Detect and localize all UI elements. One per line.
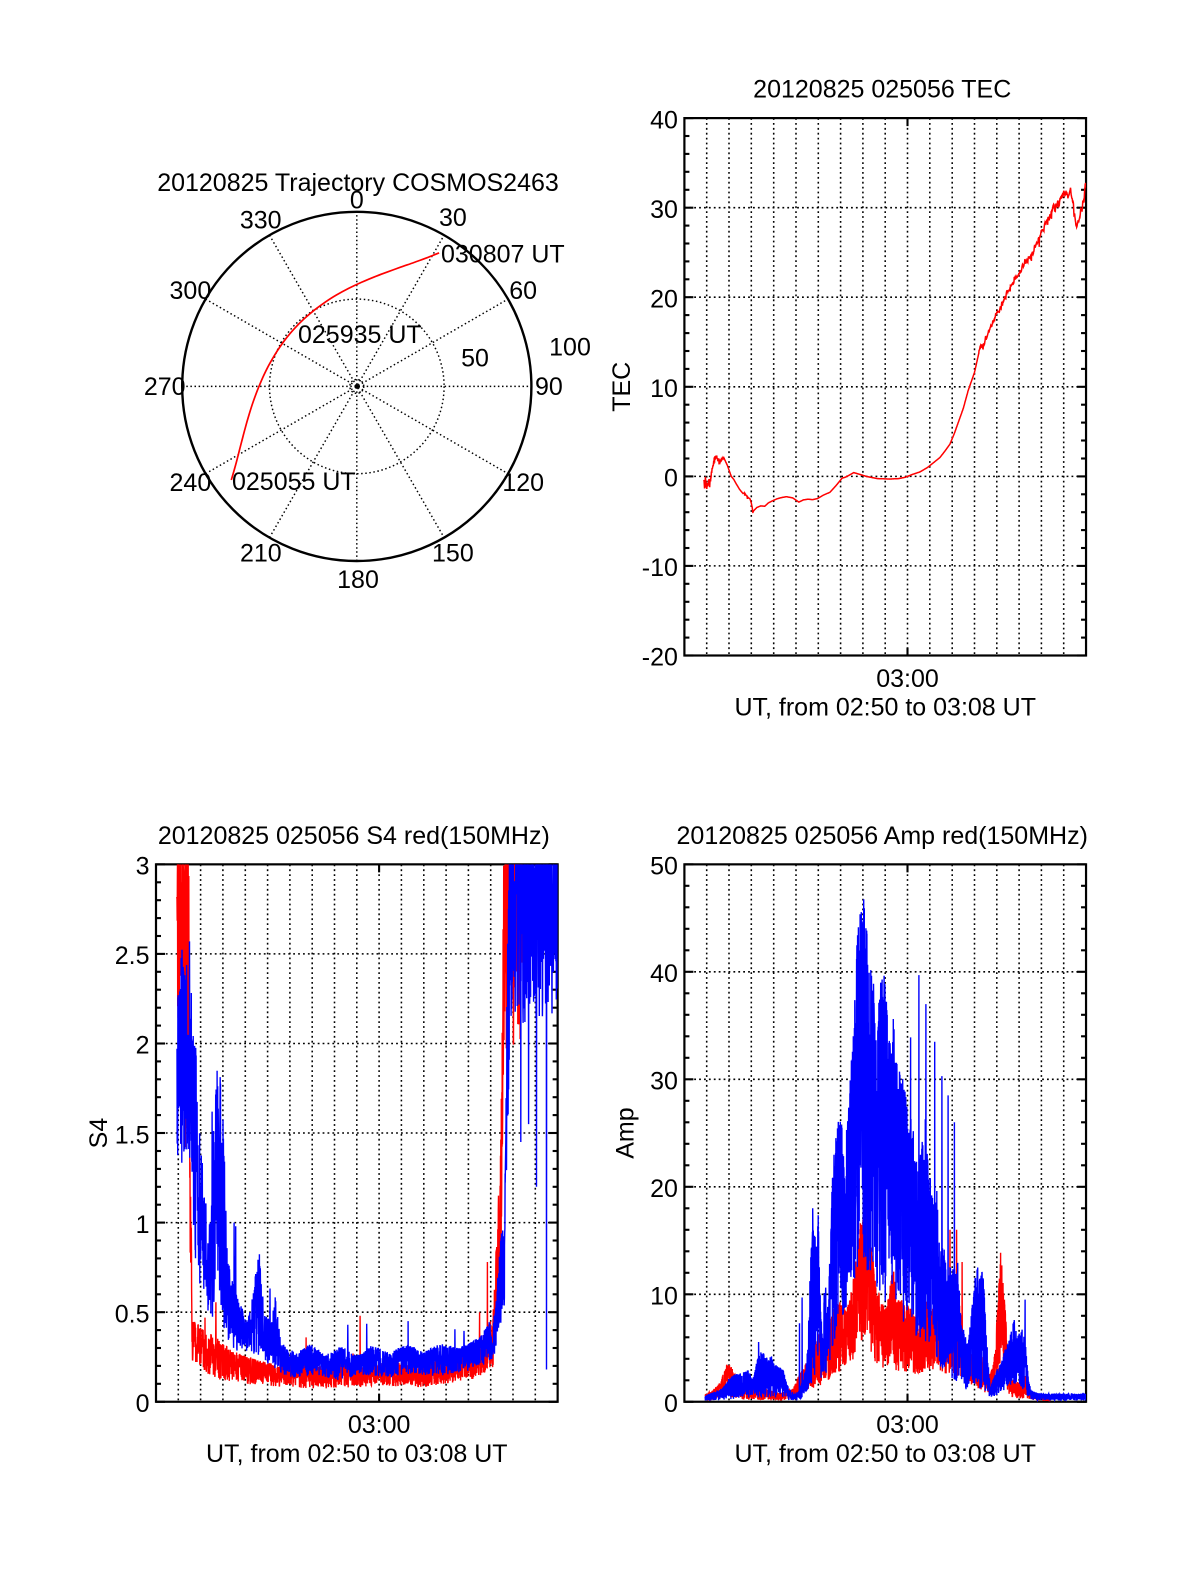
svg-text:330: 330 (240, 207, 282, 235)
svg-text:20120825 025056 TEC: 20120825 025056 TEC (753, 76, 1011, 104)
svg-text:025935 UT: 025935 UT (298, 321, 422, 349)
svg-text:270: 270 (144, 373, 186, 401)
svg-text:3: 3 (136, 853, 150, 881)
svg-text:1.5: 1.5 (115, 1121, 150, 1149)
svg-text:100: 100 (549, 334, 591, 362)
svg-text:40: 40 (650, 106, 678, 134)
svg-text:0: 0 (350, 187, 364, 215)
svg-text:50: 50 (650, 853, 678, 881)
svg-text:60: 60 (509, 277, 537, 305)
svg-text:180: 180 (337, 566, 379, 594)
svg-text:120: 120 (502, 469, 544, 497)
svg-text:03:00: 03:00 (876, 1411, 939, 1439)
svg-text:90: 90 (535, 373, 563, 401)
svg-text:240: 240 (170, 469, 212, 497)
svg-text:40: 40 (650, 960, 678, 988)
svg-text:Amp: Amp (612, 1107, 640, 1158)
svg-text:10: 10 (650, 375, 678, 403)
svg-text:030807 UT: 030807 UT (441, 241, 565, 269)
svg-text:20: 20 (650, 285, 678, 313)
svg-text:0: 0 (136, 1390, 150, 1418)
svg-text:20120825 Trajectory COSMOS2463: 20120825 Trajectory COSMOS2463 (157, 169, 559, 197)
svg-text:50: 50 (461, 345, 489, 373)
svg-text:0: 0 (664, 1390, 678, 1418)
svg-text:30: 30 (650, 196, 678, 224)
svg-text:20120825 025056 Amp red(150MHz: 20120825 025056 Amp red(150MHz) (677, 822, 1088, 850)
svg-text:1: 1 (136, 1211, 150, 1239)
svg-text:0.5: 0.5 (115, 1300, 150, 1328)
svg-text:UT, from 02:50 to 03:08 UT: UT, from 02:50 to 03:08 UT (206, 1440, 508, 1468)
svg-text:025055 UT: 025055 UT (232, 468, 356, 496)
svg-text:20120825 025056 S4 red(150MHz): 20120825 025056 S4 red(150MHz) (158, 822, 550, 850)
svg-text:-20: -20 (642, 644, 678, 672)
svg-text:TEC: TEC (608, 362, 636, 412)
svg-text:300: 300 (170, 277, 212, 305)
svg-text:03:00: 03:00 (348, 1411, 411, 1439)
svg-text:2.5: 2.5 (115, 942, 150, 970)
svg-text:20: 20 (650, 1175, 678, 1203)
svg-text:10: 10 (650, 1282, 678, 1310)
svg-text:03:00: 03:00 (876, 665, 939, 693)
svg-text:2: 2 (136, 1032, 150, 1060)
svg-text:UT, from 02:50 to 03:08 UT: UT, from 02:50 to 03:08 UT (734, 694, 1036, 722)
svg-text:30: 30 (439, 204, 467, 232)
svg-text:30: 30 (650, 1068, 678, 1096)
svg-text:0: 0 (664, 465, 678, 493)
svg-text:UT, from 02:50 to 03:08 UT: UT, from 02:50 to 03:08 UT (734, 1440, 1036, 1468)
svg-text:210: 210 (240, 539, 282, 567)
svg-text:S4: S4 (85, 1118, 113, 1149)
svg-text:150: 150 (432, 539, 474, 567)
svg-text:-10: -10 (642, 554, 678, 582)
